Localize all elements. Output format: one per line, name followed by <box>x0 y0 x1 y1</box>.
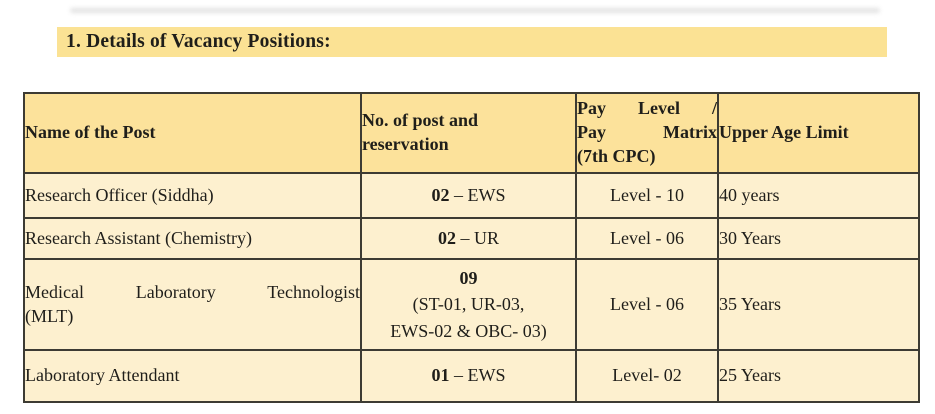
cell-post-name: Research Assistant (Chemistry) <box>23 217 362 260</box>
age-limit-text: 30 Years <box>719 227 782 248</box>
post-count-number: 02 <box>437 227 456 248</box>
section-heading-highlight: 1. Details of Vacancy Positions: <box>57 27 887 57</box>
cell-post-name: Laboratory Attendant <box>23 349 362 403</box>
header-pay-level-line2: Pay Matrix <box>577 122 717 143</box>
reservation-line2: EWS-02 & OBC- 03) <box>390 320 547 341</box>
header-upper-age-limit-label: Upper Age Limit <box>719 122 849 143</box>
pay-level-text: Level- 02 <box>612 365 682 386</box>
cell-pay-level: Level - 06 <box>575 258 719 351</box>
age-limit-text: 40 years <box>719 184 780 205</box>
cell-upper-age-limit: 35 Years <box>717 258 920 351</box>
table-row: Research Officer (Siddha) 02 – EWS Level… <box>23 172 920 219</box>
cell-upper-age-limit: 25 Years <box>717 349 920 403</box>
table-row: Research Assistant (Chemistry) 02 – UR L… <box>23 217 920 260</box>
post-name-line1: Medical Laboratory Technologist <box>25 281 360 302</box>
post-name-text: Research Assistant (Chemistry) <box>25 227 252 248</box>
header-pay-level: Pay Level / Pay Matrix (7th CPC) <box>575 92 719 174</box>
header-name-of-post-label: Name of the Post <box>25 122 156 143</box>
header-pay-level-line1: Pay Level / <box>577 98 717 119</box>
cell-post-name: Medical Laboratory Technologist (MLT) <box>23 258 362 351</box>
cell-upper-age-limit: 30 Years <box>717 217 920 260</box>
reservation-text: – EWS <box>454 365 506 386</box>
table-header-row: Name of the Post No. of post and reserva… <box>23 92 920 174</box>
table-row: Laboratory Attendant 01 – EWS Level- 02 … <box>23 349 920 403</box>
cell-post-count: 02 – EWS <box>360 172 577 219</box>
pay-level-text: Level - 06 <box>610 227 684 248</box>
header-name-of-post: Name of the Post <box>23 92 362 174</box>
cell-pay-level: Level - 10 <box>575 172 719 219</box>
reservation-text: – EWS <box>454 184 506 205</box>
header-upper-age-limit: Upper Age Limit <box>717 92 920 174</box>
scan-artifact <box>70 8 880 13</box>
age-limit-text: 25 Years <box>719 365 782 386</box>
post-count-number: 01 <box>431 365 450 386</box>
post-name-text: Research Officer (Siddha) <box>25 184 214 205</box>
cell-post-count: 09 (ST-01, UR-03, EWS-02 & OBC- 03) <box>360 258 577 351</box>
cell-pay-level: Level- 02 <box>575 349 719 403</box>
cell-post-count: 01 – EWS <box>360 349 577 403</box>
header-post-count-line2: reservation <box>362 134 449 154</box>
header-pay-level-line3: (7th CPC) <box>577 145 656 166</box>
cell-post-name: Research Officer (Siddha) <box>23 172 362 219</box>
pay-level-text: Level - 10 <box>610 184 684 205</box>
age-limit-text: 35 Years <box>719 293 782 314</box>
header-post-count: No. of post and reservation <box>360 92 577 174</box>
cell-upper-age-limit: 40 years <box>717 172 920 219</box>
post-name-text: Laboratory Attendant <box>25 365 180 386</box>
pay-level-text: Level - 06 <box>610 293 684 314</box>
cell-pay-level: Level - 06 <box>575 217 719 260</box>
header-post-count-line1: No. of post and <box>362 110 479 131</box>
vacancy-table: Name of the Post No. of post and reserva… <box>23 92 920 403</box>
reservation-text: – UR <box>460 227 499 248</box>
table-row: Medical Laboratory Technologist (MLT) 09… <box>23 258 920 351</box>
post-name-line2: (MLT) <box>25 305 74 326</box>
section-heading: 1. Details of Vacancy Positions: <box>66 31 331 52</box>
post-count-number: 09 <box>459 268 478 289</box>
reservation-line1: (ST-01, UR-03, <box>412 294 525 315</box>
cell-post-count: 02 – UR <box>360 217 577 260</box>
post-count-number: 02 <box>431 184 450 205</box>
